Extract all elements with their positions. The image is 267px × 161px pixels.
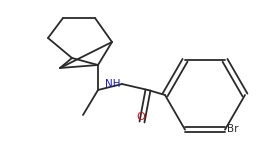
Text: NH: NH <box>104 79 120 89</box>
Text: Br: Br <box>227 124 238 134</box>
Text: O: O <box>137 112 145 122</box>
